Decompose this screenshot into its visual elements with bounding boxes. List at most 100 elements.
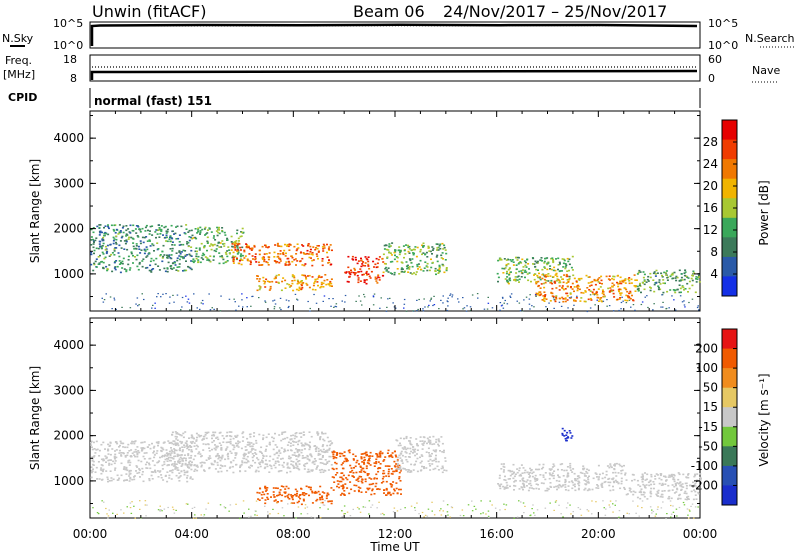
echo-cell (601, 482, 604, 485)
echo-cell (235, 503, 237, 505)
echo-cell (645, 484, 648, 486)
echo-cell (369, 451, 372, 454)
echo-cell (555, 287, 558, 289)
echo-cell (516, 276, 519, 278)
echo-cell (322, 286, 325, 288)
echo-cell (521, 482, 524, 485)
echo-cell (287, 487, 290, 490)
echo-cell (656, 474, 659, 476)
echo-cell (564, 480, 567, 483)
echo-cell (239, 517, 241, 520)
echo-cell (443, 449, 445, 452)
echo-cell (538, 468, 541, 471)
echo-cell (276, 446, 279, 448)
echo-cell (611, 285, 614, 288)
echo-cell (403, 437, 405, 440)
echo-cell (680, 276, 683, 279)
echo-cell (699, 473, 702, 475)
echo-cell (159, 456, 161, 459)
echo-cell (133, 440, 136, 443)
echo-cell (226, 239, 228, 241)
echo-cell (586, 481, 589, 484)
echo-cell (126, 454, 129, 457)
echo-cell (561, 296, 564, 299)
echo-cell (111, 308, 113, 310)
echo-cell (316, 247, 319, 250)
echo-cell (203, 470, 206, 472)
echo-cell (182, 432, 185, 435)
echo-cell (427, 246, 430, 249)
echo-cell (321, 495, 324, 497)
echo-cell (299, 260, 302, 262)
echo-cell (607, 478, 610, 480)
echo-cell (295, 249, 298, 252)
echo-cell (166, 267, 169, 269)
echo-cell (430, 298, 432, 300)
echo-cell (428, 304, 430, 306)
echo-cell (678, 269, 681, 272)
echo-cell (522, 266, 525, 268)
echo-cell (295, 455, 297, 457)
echo-cell (324, 500, 326, 502)
echo-cell (362, 261, 365, 263)
echo-cell (166, 452, 169, 454)
echo-cell (283, 450, 286, 453)
echo-cell (609, 465, 612, 467)
ytick-label: 2000 (53, 429, 84, 443)
echo-cell (562, 266, 565, 268)
echo-cell (209, 260, 212, 263)
echo-cell (396, 492, 399, 495)
echo-cell (535, 268, 538, 271)
echo-cell (386, 306, 388, 308)
echo-cell (366, 473, 369, 475)
echo-cell (388, 465, 391, 467)
echo-cell (655, 269, 658, 272)
echo-cell (306, 249, 309, 252)
echo-cell (230, 431, 233, 433)
echo-cell (695, 486, 698, 489)
power-colorbar-label: Power [dB] (757, 180, 771, 245)
echo-cell (166, 471, 169, 473)
echo-cell (426, 442, 428, 445)
colorbar-segment (722, 348, 737, 369)
echo-cell (477, 297, 479, 299)
echo-cell (685, 482, 688, 485)
echo-cell (666, 290, 669, 293)
echo-cell (588, 285, 591, 287)
echo-cell (602, 500, 604, 502)
echo-cell (385, 494, 387, 496)
echo-cell (549, 275, 552, 277)
echo-cell (698, 281, 701, 283)
echo-cell (111, 270, 114, 273)
echo-cell (364, 471, 367, 474)
echo-cell (447, 514, 449, 516)
echo-cell (161, 510, 163, 512)
echo-cell (431, 463, 434, 465)
echo-cell (381, 512, 384, 515)
echo-cell (623, 279, 626, 282)
echo-cell (650, 287, 652, 289)
echo-cell (435, 438, 438, 441)
echo-cell (385, 489, 388, 491)
echo-cell (632, 299, 635, 302)
echo-cell (398, 253, 401, 256)
echo-cell (169, 456, 172, 459)
echo-cell (152, 304, 154, 306)
echo-cell (177, 444, 180, 447)
echo-cell (119, 271, 122, 274)
echo-cell (178, 258, 181, 261)
echo-cell (653, 483, 656, 485)
echo-cell (163, 254, 166, 256)
echo-cell (174, 449, 176, 451)
echo-cell (159, 509, 161, 511)
echo-cell (287, 449, 289, 452)
echo-cell (151, 225, 154, 227)
echo-cell (294, 493, 297, 496)
echo-cell (216, 436, 219, 439)
echo-cell (600, 279, 603, 282)
echo-cell (210, 248, 213, 251)
echo-cell (139, 231, 142, 233)
echo-cell (390, 468, 393, 470)
echo-cell (125, 240, 128, 243)
echo-cell (321, 456, 324, 458)
